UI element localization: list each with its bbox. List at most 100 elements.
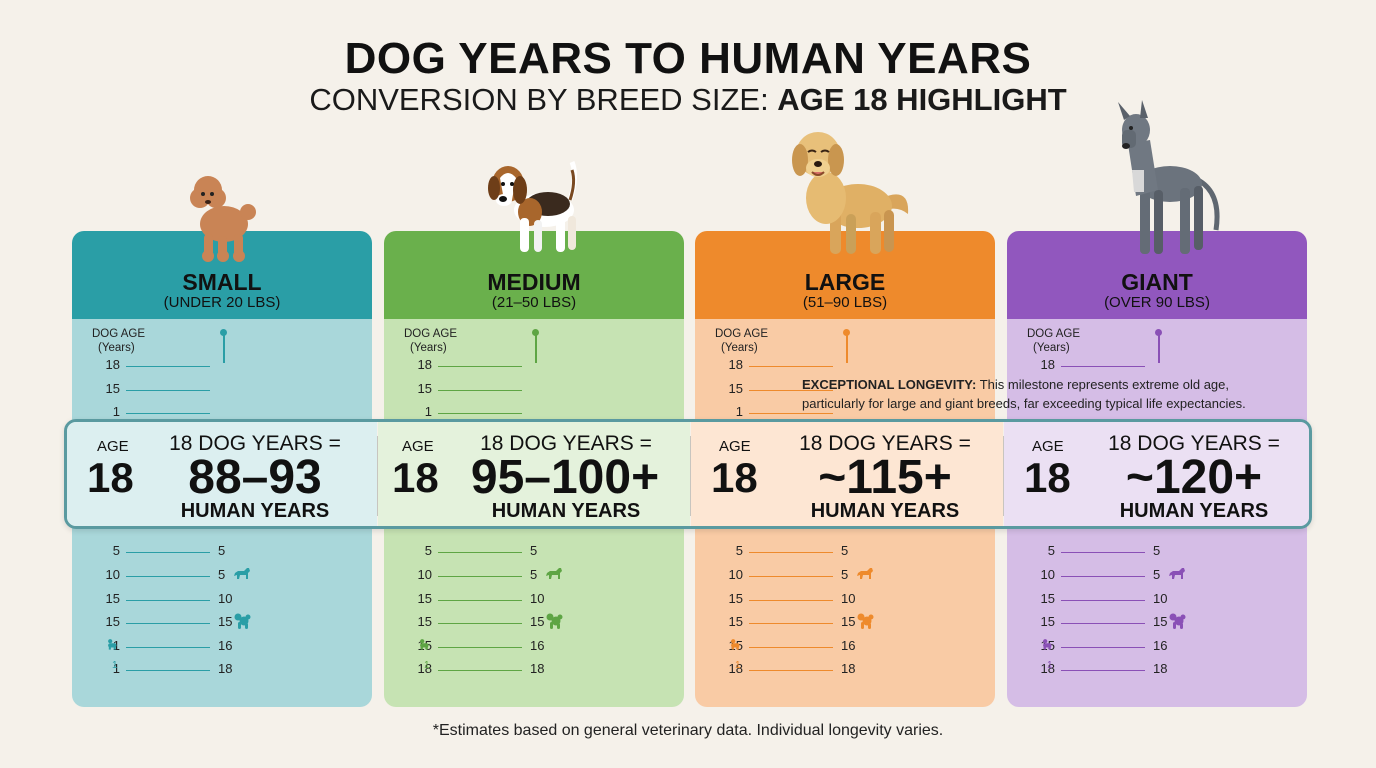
human-age-value: 5 (218, 567, 226, 582)
human-age-value: 5 (1153, 543, 1161, 558)
timeline-pin-line (223, 335, 225, 363)
age-row: 15 (695, 381, 995, 399)
dog-age-value: 18 (728, 357, 743, 372)
dog-age-value: 1 (112, 661, 120, 676)
axis-label: DOG AGE (715, 328, 769, 340)
timeline-line (438, 390, 522, 392)
age-row: 18 (1007, 357, 1307, 375)
breed-size-label: LARGE (804, 269, 886, 295)
human-age-value: 16 (841, 638, 856, 653)
subtitle-text: CONVERSION BY BREED SIZE: (309, 82, 778, 117)
dog-age-value: 18 (1040, 357, 1055, 372)
dog-age-value: 18 (728, 661, 743, 676)
callout-text: This milestone represents extreme old ag… (802, 377, 1246, 411)
dog-age-value: 5 (735, 543, 743, 558)
timeline-pin (843, 329, 850, 336)
axis-label: DOG AGE (92, 328, 146, 340)
human-age-value: 15 (530, 614, 545, 629)
page-title: DOG YEARS TO HUMAN YEARS (344, 34, 1032, 83)
age-row: 18 (695, 357, 995, 375)
dog-age-value: 5 (424, 543, 432, 558)
great-dane-illustration (1118, 100, 1220, 254)
axis-unit: (Years) (1033, 342, 1070, 354)
longevity-callout: EXCEPTIONAL LONGEVITY: This milestone re… (802, 375, 1272, 413)
dog-icon (1167, 565, 1187, 583)
human-years-label: HUMAN YEARS (491, 500, 641, 522)
timeline-line (749, 413, 833, 415)
band-segment-medium: AGE 18 18 DOG YEARS = 95–100+ HUMAN YEAR… (378, 422, 690, 526)
human-age-value: 5 (218, 543, 226, 558)
human-age-value: 16 (530, 638, 545, 653)
human-age-value: 15 (1153, 614, 1168, 629)
timeline-line (1061, 623, 1145, 625)
timeline-line (126, 647, 210, 649)
timeline-line (438, 413, 522, 415)
band-segment-giant: AGE 18 18 DOG YEARS = ~120+ HUMAN YEARS (1004, 422, 1309, 526)
poodle-illustration (190, 176, 256, 262)
age-row: 1 (72, 404, 372, 422)
axis-title: DOG AGE (Years) (1027, 327, 1080, 355)
axis-unit: (Years) (410, 342, 447, 354)
timeline-line (749, 600, 833, 602)
age-value: 18 (1024, 454, 1071, 501)
subtitle-highlight: AGE 18 HIGHLIGHT (777, 82, 1067, 117)
human-age-value: 15 (841, 614, 856, 629)
timeline-line (749, 366, 833, 368)
axis-label: DOG AGE (1027, 328, 1081, 340)
axis-title: DOG AGE (Years) (715, 327, 768, 355)
axis-unit: (Years) (721, 342, 758, 354)
human-age-value: 10 (218, 591, 233, 606)
age-row: 18 1 18 (695, 660, 995, 679)
dog-age-value: 15 (728, 614, 743, 629)
timeline-line (1061, 552, 1145, 554)
timeline-pin-line (535, 335, 537, 363)
footnote-marker: 1 (735, 660, 741, 671)
breed-size-label: MEDIUM (487, 269, 581, 295)
age-row: 15 10 (384, 591, 684, 609)
dog-age-value: 18 (1040, 661, 1055, 676)
footnote-marker: 1 (112, 660, 118, 671)
age-row: 18 (72, 357, 372, 375)
human-years-value: ~120+ (1125, 451, 1263, 504)
callout-heading: EXCEPTIONAL LONGEVITY: (802, 377, 977, 392)
age-row: 15 10 (1007, 591, 1307, 609)
human-years-value: 95–100+ (470, 451, 660, 504)
timeline-line: 1 (1047, 660, 1145, 672)
human-years-value: 88–93 (188, 451, 322, 504)
age-row: 15 15 (695, 613, 995, 632)
human-age-value: 5 (841, 567, 849, 582)
band-divider (1003, 436, 1005, 516)
axis-title: DOG AGE (Years) (92, 327, 145, 355)
timeline-line: 1 (424, 660, 522, 672)
human-age-value: 5 (530, 543, 538, 558)
small-dog-icon (729, 637, 749, 655)
weight-range: (51–90 LBS) (802, 294, 888, 311)
small-dog-icon (106, 637, 126, 655)
dog-age-value: 1 (735, 404, 743, 419)
human-years-label: HUMAN YEARS (810, 500, 960, 522)
axis-unit: (Years) (98, 342, 135, 354)
dog-age-value: 15 (417, 381, 432, 396)
human-age-value: 5 (841, 543, 849, 558)
weight-range: (UNDER 20 LBS) (163, 294, 281, 311)
dog-years-text: 18 DOG YEARS = (169, 432, 341, 455)
timeline-line (1061, 366, 1145, 368)
timeline-line (438, 600, 522, 602)
timeline-line (749, 576, 833, 578)
human-age-value: 10 (1153, 591, 1168, 606)
age-row: 18 (384, 357, 684, 375)
poodle-icon (544, 612, 564, 630)
dog-age-value: 5 (1047, 543, 1055, 558)
dog-age-value: 15 (417, 614, 432, 629)
dog-years-text: 18 DOG YEARS = (799, 432, 971, 455)
dog-age-value: 15 (417, 591, 432, 606)
card-large-header: LARGE (51–90 LBS) (695, 231, 995, 319)
human-years-label: HUMAN YEARS (1119, 500, 1269, 522)
human-age-value: 5 (1153, 567, 1161, 582)
timeline-line (126, 366, 210, 368)
age-row: 15 15 (1007, 613, 1307, 632)
